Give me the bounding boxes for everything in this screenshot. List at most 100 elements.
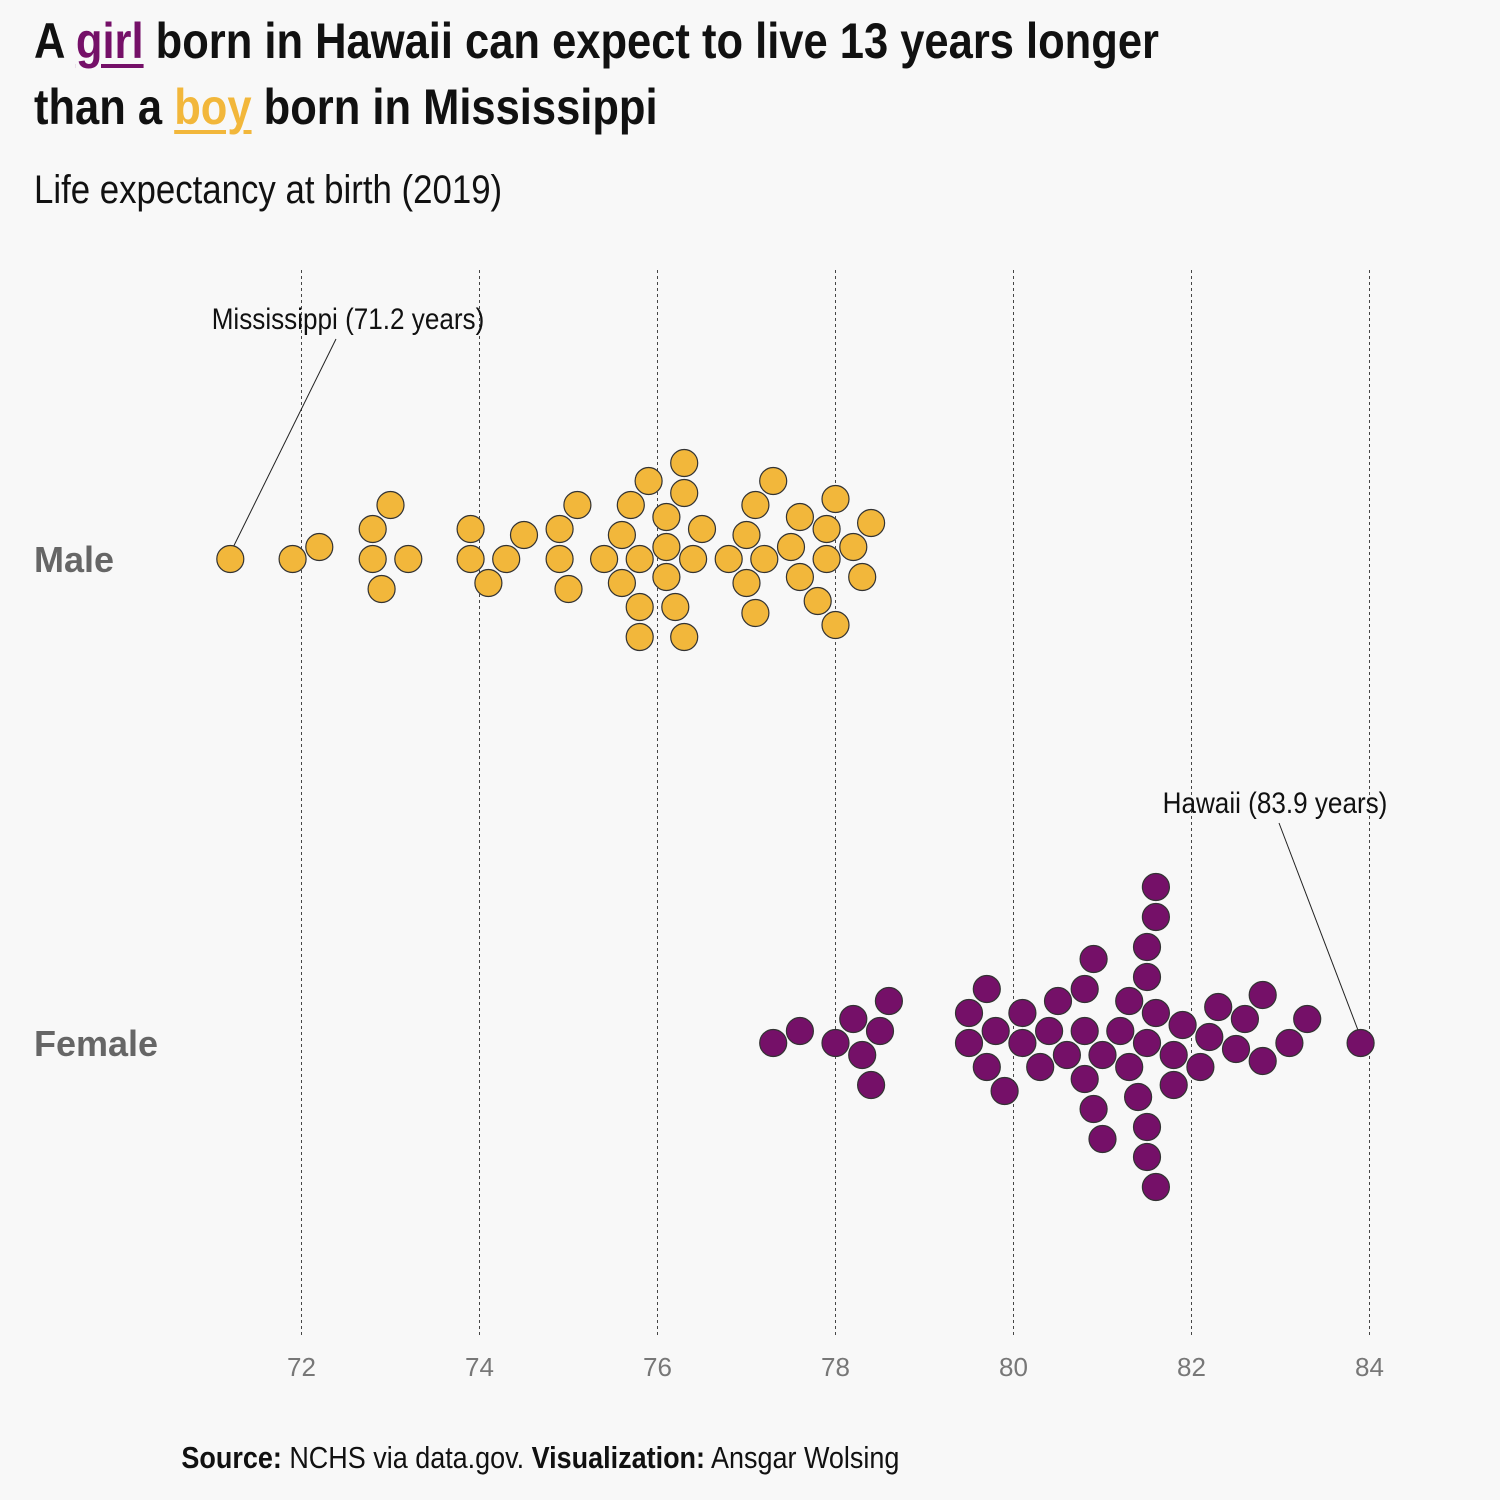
point-male [750,544,779,574]
source-caption: Source: NCHS via data.gov. Visualization… [181,1440,900,1475]
point-female [1088,1124,1117,1154]
point-female [1008,998,1037,1028]
point-male [652,562,681,592]
point-male [652,532,681,562]
point-female [1132,1142,1162,1172]
point-male [670,478,699,508]
point-female [1346,1028,1375,1058]
point-male [839,532,868,562]
point-male [367,574,396,604]
point-male [856,508,886,538]
point-male [563,490,592,520]
point-female [1275,1028,1304,1058]
point-female [1106,1016,1135,1046]
point-male [812,514,841,544]
point-male [394,544,423,574]
point-female [1115,1052,1144,1082]
point-male [661,592,690,622]
point-male [625,592,654,622]
point-female [1070,974,1099,1004]
annotation-line [229,338,337,554]
x-axis-ticks: 72 74 76 78 80 82 84 [287,1352,1384,1382]
point-female [1079,944,1108,974]
point-male [376,490,405,520]
point-male [616,490,645,520]
point-female [856,1070,886,1100]
point-female [865,1016,895,1046]
point-female [821,1028,850,1058]
point-male [358,514,387,544]
point-male [589,544,619,574]
point-female [1221,1034,1251,1064]
point-male [545,514,574,544]
point-female [1123,1082,1153,1112]
chart-subtitle: Life expectancy at birth (2019) [34,168,503,212]
point-female [1034,1016,1064,1046]
point-female [981,1016,1010,1046]
point-female [972,974,1001,1004]
category-label-male: Male [34,539,114,580]
point-female [874,986,904,1016]
point-male [785,562,815,592]
point-male [474,568,503,598]
point-male [625,544,654,574]
category-label-female: Female [34,1023,158,1064]
point-male [821,610,850,640]
point-male [554,574,583,604]
point-male [803,586,832,616]
point-male [812,544,841,574]
point-female [1159,1040,1188,1070]
point-male [607,568,637,598]
point-female [1132,1028,1162,1058]
point-male [678,544,708,574]
point-male [670,448,699,478]
point-female [848,1040,877,1070]
point-male [732,568,761,598]
point-female [1088,1040,1117,1070]
annotation-label: Hawaii (83.9 years) [1163,786,1388,819]
point-male [785,502,815,532]
annotation-labels: Mississippi (71.2 years) Hawaii (83.9 yea… [212,302,1388,819]
title-boy-highlight: boy [174,79,252,135]
point-female [1230,1004,1260,1034]
point-female [839,1004,868,1034]
point-female [1159,1070,1188,1100]
data-points [216,448,1375,1202]
point-male [634,466,663,496]
annotation-label: Mississippi (71.2 years) [212,302,485,335]
point-female [954,1028,984,1058]
point-female [1141,872,1171,902]
point-male [509,520,539,550]
point-male [358,544,387,574]
point-male [278,544,307,574]
point-male [652,502,681,532]
x-tick-label: 76 [643,1352,672,1382]
point-female [1186,1052,1215,1082]
point-male [714,544,743,574]
point-female [1070,1064,1099,1094]
point-female [1026,1052,1055,1082]
point-female [954,998,984,1028]
point-male [607,520,637,550]
point-female [1132,1112,1162,1142]
point-female [1043,986,1073,1016]
x-tick-label: 74 [465,1352,494,1382]
point-male [670,622,699,652]
point-female [1070,1016,1099,1046]
title-girl-highlight: girl [75,13,144,69]
point-female [990,1076,1019,1106]
x-tick-label: 78 [821,1352,850,1382]
point-female [1204,992,1233,1022]
point-male [741,490,770,520]
x-tick-label: 82 [1177,1352,1206,1382]
point-female [1141,998,1171,1028]
point-male [456,514,485,544]
point-male [687,514,717,544]
point-male [216,544,245,574]
point-female [1132,932,1162,962]
point-male [741,598,770,628]
point-male [305,532,334,562]
point-male [732,520,761,550]
point-female [1008,1028,1037,1058]
beeswarm-chart: 72 74 76 78 80 82 84 Male Female Mississippi (7… [34,270,1388,1382]
